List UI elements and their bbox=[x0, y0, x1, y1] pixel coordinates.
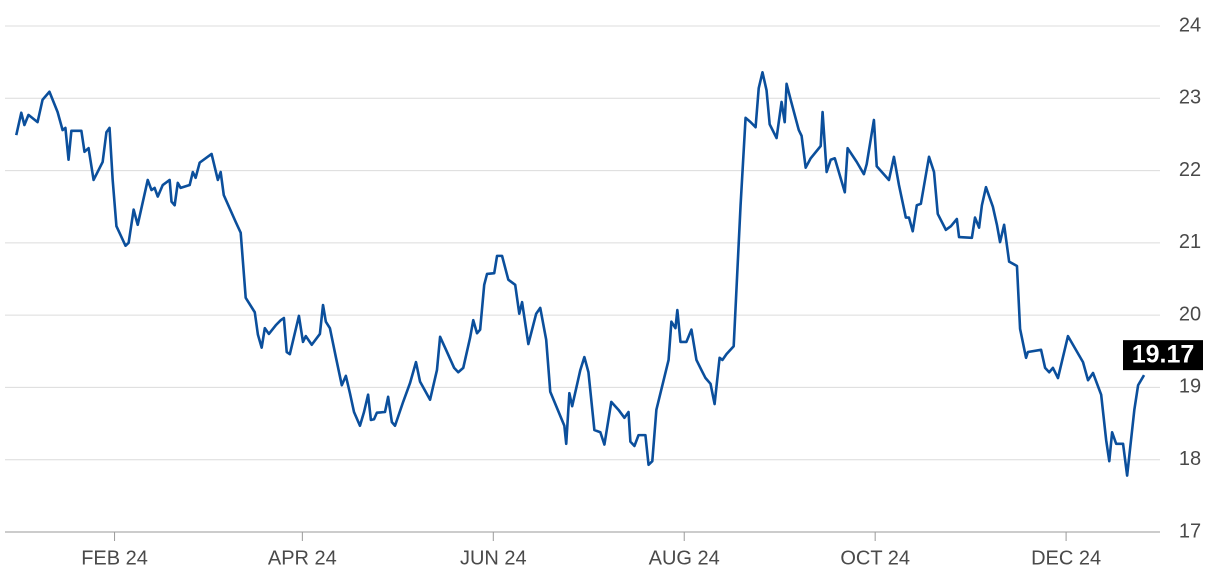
y-tick-label: 18 bbox=[1179, 448, 1201, 470]
last-value-label: 19.17 bbox=[1132, 341, 1195, 369]
y-tick-label: 20 bbox=[1179, 303, 1201, 325]
y-tick-label: 21 bbox=[1179, 231, 1201, 253]
y-tick-label: 17 bbox=[1179, 520, 1201, 542]
y-tick-label: 23 bbox=[1179, 87, 1201, 109]
y-tick-label: 19 bbox=[1179, 376, 1201, 398]
y-tick-label: 24 bbox=[1179, 14, 1201, 36]
last-value-badge: 19.17 bbox=[1123, 340, 1203, 371]
x-tick-label: FEB 24 bbox=[81, 547, 148, 569]
y-tick-label: 22 bbox=[1179, 159, 1201, 181]
x-tick-label: AUG 24 bbox=[649, 547, 720, 569]
last-value-box bbox=[1123, 340, 1203, 371]
x-tick-label: APR 24 bbox=[268, 547, 337, 569]
x-tick-label: DEC 24 bbox=[1031, 547, 1101, 569]
x-tick-label: JUN 24 bbox=[460, 547, 527, 569]
x-tick-label: OCT 24 bbox=[840, 547, 910, 569]
price-line bbox=[14, 70, 1146, 477]
